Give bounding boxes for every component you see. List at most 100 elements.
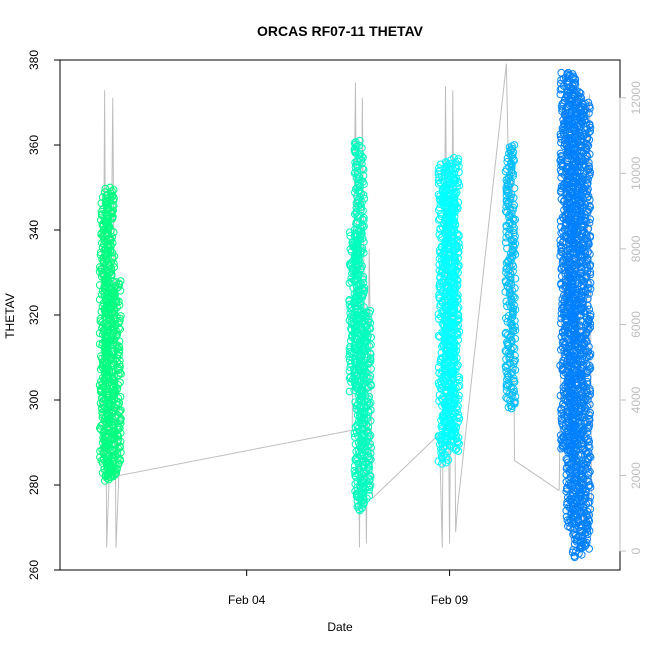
data-point	[112, 446, 121, 454]
data-point	[113, 397, 122, 406]
data-point	[351, 324, 359, 333]
data-point	[576, 333, 585, 342]
data-point	[346, 363, 355, 372]
data-point	[366, 357, 375, 366]
data-point	[434, 176, 443, 185]
data-point	[364, 315, 373, 324]
data-point	[101, 339, 110, 348]
data-point	[559, 123, 568, 131]
data-point	[578, 229, 587, 238]
chart-title: ORCAS RF07-11 THETAV	[257, 23, 424, 39]
data-point	[116, 314, 124, 323]
data-point	[584, 192, 593, 201]
data-point	[578, 371, 587, 380]
flight-rf11-points	[556, 68, 595, 562]
y2-tick-label: 10000	[629, 156, 643, 190]
data-point	[586, 279, 595, 287]
data-point	[585, 411, 594, 420]
data-point	[584, 424, 592, 433]
data-point	[353, 453, 361, 462]
flight-rf08-points	[345, 136, 376, 515]
data-point	[510, 228, 518, 237]
data-point	[345, 279, 354, 287]
x-tick-label: Feb 09	[431, 593, 469, 607]
data-point	[570, 524, 579, 533]
data-point	[100, 476, 109, 485]
data-point	[568, 382, 577, 391]
data-point	[113, 327, 121, 336]
data-point	[585, 240, 593, 249]
data-point	[367, 381, 375, 390]
data-point	[115, 301, 124, 310]
data-point	[101, 380, 110, 389]
data-point	[434, 310, 443, 319]
data-point	[578, 363, 587, 372]
data-point	[558, 259, 567, 268]
data-point	[360, 450, 368, 459]
data-point	[359, 213, 368, 222]
data-point	[579, 439, 588, 447]
data-point	[350, 232, 359, 240]
data-point	[510, 284, 519, 293]
data-point	[510, 344, 519, 353]
data-point	[454, 402, 462, 411]
data-point	[365, 400, 374, 408]
data-point	[116, 286, 125, 295]
data-point	[100, 281, 109, 290]
data-point	[579, 304, 588, 313]
y2-tick-label: 4000	[629, 386, 643, 413]
data-point	[115, 365, 124, 374]
data-point	[447, 196, 455, 204]
data-point	[437, 449, 446, 457]
secondary-line-rf09	[438, 86, 459, 548]
data-point	[434, 331, 443, 340]
data-point	[579, 346, 588, 355]
data-point	[364, 473, 373, 482]
data-point	[355, 505, 363, 514]
data-point	[446, 156, 455, 165]
data-point	[581, 345, 590, 354]
data-point	[352, 304, 360, 313]
data-point	[582, 230, 591, 239]
data-point	[445, 250, 454, 259]
data-point	[448, 225, 457, 233]
data-point	[577, 370, 586, 379]
data-point	[446, 251, 455, 260]
data-point	[101, 443, 110, 451]
data-point	[578, 223, 587, 232]
data-point	[359, 493, 367, 502]
data-point	[580, 116, 589, 125]
data-point	[357, 436, 366, 445]
data-point	[101, 312, 109, 321]
data-point	[438, 459, 446, 468]
data-point	[506, 401, 515, 409]
data-point	[454, 239, 463, 248]
data-point	[578, 276, 586, 285]
data-point	[507, 160, 515, 169]
data-point	[509, 343, 517, 352]
data-point	[449, 369, 457, 378]
data-point	[453, 291, 462, 300]
data-point	[585, 437, 593, 446]
data-point	[362, 322, 370, 331]
data-point	[112, 400, 120, 409]
data-point	[557, 345, 565, 354]
data-point	[511, 326, 520, 335]
data-point	[576, 451, 585, 459]
data-point	[449, 309, 458, 318]
data-point	[358, 362, 367, 371]
y-tick-label: 360	[27, 135, 41, 155]
data-point	[436, 178, 445, 187]
y-tick-label: 260	[27, 560, 41, 580]
data-point	[564, 432, 573, 441]
data-point	[105, 262, 114, 270]
data-point	[585, 289, 593, 298]
data-point	[585, 351, 594, 360]
x-axis-label: Date	[327, 620, 353, 634]
data-point	[345, 387, 354, 396]
data-point	[351, 210, 359, 219]
data-point	[360, 283, 369, 292]
data-point	[107, 266, 116, 275]
data-point	[581, 139, 590, 148]
data-point	[577, 550, 586, 559]
